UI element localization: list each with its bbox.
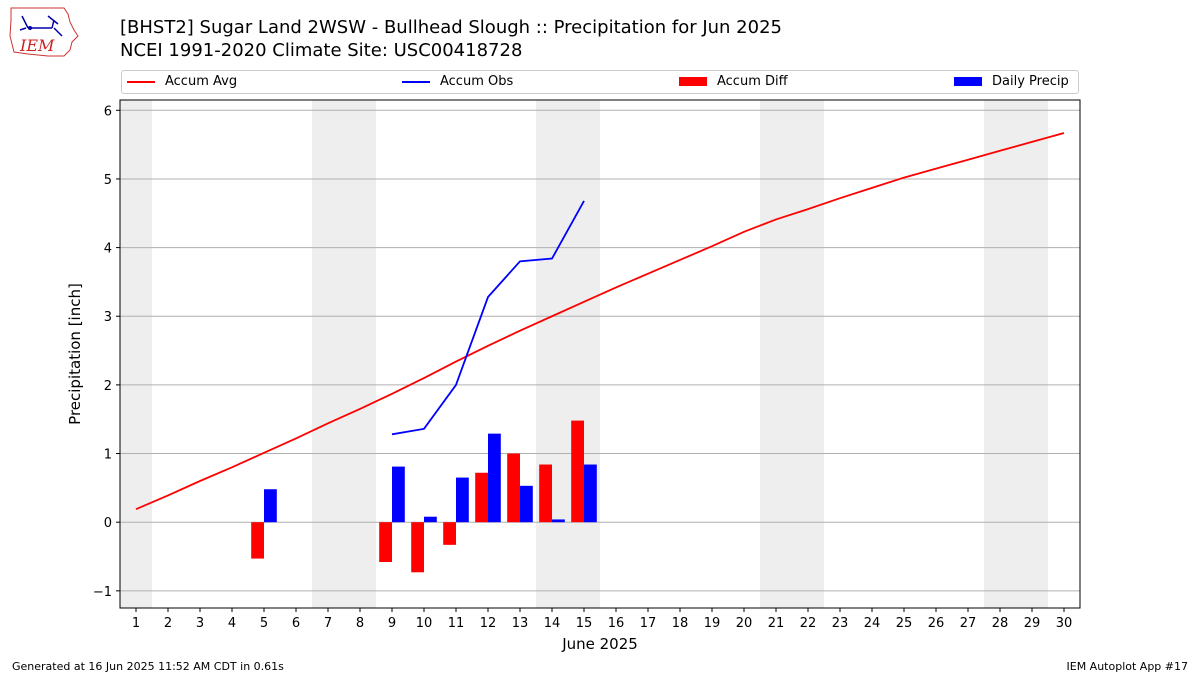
weekend-shade-3 [760,100,824,608]
y-axis-label: Precipitation [inch] [66,283,84,425]
x-axis-label: June 2025 [561,635,638,653]
daily-precip-bar [552,519,565,523]
x-tick-label: 9 [388,616,396,631]
y-tick-label: 3 [104,310,112,325]
x-tick-label: 29 [1024,616,1041,631]
x-tick-label: 2 [164,616,172,631]
x-tick-label: 3 [196,616,204,631]
daily-precip-bar [488,433,501,523]
x-tick-label: 14 [544,616,561,631]
x-tick-label: 21 [768,616,785,631]
footer-generated-note: Generated at 16 Jun 2025 11:52 AM CDT in… [12,660,284,673]
accum-diff-bar [379,522,392,563]
x-tick-label: 13 [512,616,529,631]
y-tick-label: 4 [104,242,112,257]
x-tick-label: 12 [480,616,497,631]
weekend-shade-4 [984,100,1048,608]
footer-app-name: IEM Autoplot App #17 [1066,660,1189,673]
weekend-shade-2 [536,100,600,608]
legend-swatch-daily-precip [954,77,982,86]
daily-precip-bar [456,477,469,523]
weather-station-icon [19,15,63,37]
daily-precip-bar [424,516,437,523]
x-tick-label: 1 [132,616,140,631]
legend-label-accum-obs: Accum Obs [440,74,514,89]
x-tick-label: 26 [928,616,945,631]
daily-precip-bar [392,466,405,523]
x-tick-label: 8 [356,616,364,631]
daily-precip-bar [264,489,277,523]
chart-legend: Accum Avg Accum Obs Accum Diff Daily Pre… [121,70,1079,94]
y-tick-label: 6 [104,104,112,119]
y-tick-label: −1 [93,585,112,600]
legend-swatch-accum-obs [402,80,430,83]
accum-diff-bar [411,522,424,573]
x-tick-label: 27 [960,616,977,631]
accum-diff-bar [539,464,552,523]
x-tick-label: 5 [260,616,268,631]
chart-title: [BHST2] Sugar Land 2WSW - Bullhead Sloug… [120,17,782,38]
iem-logo: IEM [9,7,79,57]
weekend-shade-0 [120,100,152,608]
x-tick-label: 10 [416,616,433,631]
legend-item-accum-diff: Accum Diff [679,74,788,89]
legend-swatch-accum-diff [679,77,707,86]
x-tick-label: 18 [672,616,689,631]
accum-diff-bar [475,472,488,523]
accum-diff-bar [507,453,520,523]
legend-item-accum-obs: Accum Obs [402,74,513,89]
chart-subtitle: NCEI 1991-2020 Climate Site: USC00418728 [120,40,523,61]
legend-label-accum-diff: Accum Diff [717,74,788,89]
x-tick-label: 7 [324,616,332,631]
plot-frame [119,99,1081,609]
accum-obs-line [391,200,585,436]
daily-precip-bar [584,464,597,523]
x-tick-label: 19 [704,616,721,631]
x-tick-label: 16 [608,616,625,631]
y-tick-label: 5 [104,173,112,188]
y-tick-label: 1 [104,448,112,463]
legend-label-accum-avg: Accum Avg [165,74,238,89]
legend-label-daily-precip: Daily Precip [992,74,1069,89]
x-tick-label: 28 [992,616,1009,631]
daily-precip-bar [520,485,533,523]
accum-avg-line [135,132,1065,510]
y-tick-label: 0 [104,516,112,531]
accum-diff-bar [571,420,584,523]
x-tick-label: 30 [1056,616,1073,631]
accum-diff-bar [251,522,264,559]
legend-item-daily-precip: Daily Precip [954,74,1069,89]
x-tick-label: 24 [864,616,881,631]
x-tick-label: 17 [640,616,657,631]
legend-swatch-accum-avg [127,80,155,83]
x-tick-label: 11 [448,616,465,631]
x-tick-label: 20 [736,616,753,631]
accum-diff-bar [443,522,456,545]
legend-item-accum-avg: Accum Avg [127,74,237,89]
x-tick-label: 23 [832,616,849,631]
logo-text: IEM [19,36,55,55]
x-tick-label: 4 [228,616,236,631]
x-tick-label: 15 [576,616,593,631]
x-tick-label: 22 [800,616,817,631]
x-tick-label: 25 [896,616,913,631]
x-tick-label: 6 [292,616,300,631]
y-tick-label: 2 [104,379,112,394]
weekend-shade-1 [312,100,376,608]
